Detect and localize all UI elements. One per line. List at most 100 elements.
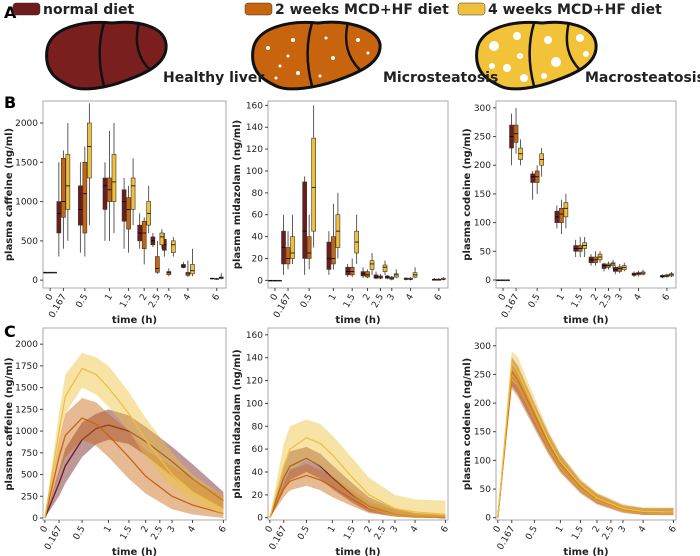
y-tick-label: 160 — [246, 331, 263, 341]
legend-label: 4 weeks MCD+HF diet — [488, 2, 662, 18]
y-axis-label: plasma midazolam (ng/ml) — [232, 120, 243, 269]
box — [326, 241, 332, 270]
y-tick-label: 2000 — [15, 340, 38, 350]
x-tick-label: 0.5 — [72, 525, 88, 542]
y-tick-label: 1000 — [15, 427, 38, 437]
box — [349, 266, 355, 276]
x-tick-label: 0 — [44, 292, 56, 302]
x-axis-label: time (h) — [112, 547, 157, 556]
y-tick-label: 250 — [474, 133, 491, 143]
y-tick-label: 60 — [252, 445, 264, 455]
y-tick-label: 20 — [252, 491, 264, 501]
x-tick-label: 6 — [433, 292, 445, 302]
x-tick-label: 4 — [409, 524, 421, 534]
y-axis-label: plasma caffeine (ng/ml) — [4, 357, 15, 490]
box — [331, 236, 336, 265]
y-tick-label: 2000 — [15, 119, 38, 129]
x-tick-label: 2 — [591, 525, 603, 535]
y-tick-label: 200 — [474, 399, 491, 409]
box — [159, 232, 165, 246]
y-tick-label: 100 — [474, 456, 491, 466]
x-tick-label: 3 — [614, 293, 626, 303]
y-tick-label: 0 — [485, 276, 491, 286]
x-axis-label: time (h) — [112, 315, 157, 326]
y-tick-label: 40 — [252, 233, 264, 243]
y-axis-label: plasma codeine (ng/ml) — [462, 358, 473, 490]
y-tick-label: 20 — [252, 254, 264, 264]
box — [61, 158, 66, 218]
band — [44, 398, 224, 519]
y-tick-label: 50 — [480, 247, 492, 257]
y-tick-label: 120 — [246, 377, 263, 387]
x-tick-label: 6 — [217, 524, 229, 534]
x-tick-label: 1.5 — [570, 293, 586, 310]
x-tick-label: 3 — [617, 525, 629, 535]
x-tick-label: 1.5 — [118, 293, 134, 310]
x-tick-label: 1 — [555, 293, 567, 303]
box — [111, 154, 117, 202]
y-tick-label: 0 — [257, 276, 263, 286]
y-tick-label: 150 — [474, 428, 491, 438]
box — [78, 185, 83, 226]
x-tick-label: 2.5 — [147, 293, 163, 310]
y-tick-label: 300 — [474, 104, 491, 114]
box — [393, 273, 399, 278]
x-tick-label: 2.5 — [598, 293, 614, 310]
box — [130, 177, 136, 210]
mean-line — [269, 474, 446, 519]
x-tick-label: 0.5 — [299, 293, 315, 310]
band — [269, 446, 446, 518]
y-tick-label: 1750 — [15, 362, 38, 372]
y-axis-label: plasma midazolam (ng/ml) — [232, 349, 243, 498]
y-tick-label: 40 — [252, 468, 264, 478]
box — [617, 266, 623, 272]
liver-label: Healthy liver — [163, 70, 264, 86]
mean-line — [269, 436, 446, 518]
y-tick-label: 160 — [246, 101, 263, 111]
x-tick-label: 3 — [389, 525, 401, 535]
box — [369, 260, 375, 270]
mean-line — [44, 424, 224, 519]
box — [155, 256, 160, 273]
box — [121, 189, 127, 222]
x-tick-label: 2 — [363, 525, 375, 535]
x-tick-label: 6 — [440, 524, 452, 534]
y-tick-label: 0 — [32, 276, 38, 286]
x-tick-label: 4 — [187, 524, 199, 534]
y-tick-label: 50 — [480, 485, 492, 495]
y-tick-label: 1500 — [15, 158, 38, 168]
x-tick-label: 6 — [668, 524, 680, 534]
plot-frame — [267, 327, 449, 521]
y-tick-label: 60 — [252, 211, 264, 221]
box — [302, 181, 307, 259]
box — [530, 173, 535, 183]
x-tick-label: 1 — [104, 293, 116, 303]
x-tick-label: 3 — [163, 293, 175, 303]
box — [306, 236, 312, 259]
box — [345, 266, 350, 276]
x-axis-label: time (h) — [563, 547, 608, 556]
x-tick-label: 1 — [554, 525, 566, 535]
x-tick-label: 1.5 — [119, 525, 135, 542]
x-tick-label: 1.5 — [342, 525, 358, 542]
y-axis-label: plasma caffeine (ng/ml) — [4, 128, 15, 261]
y-tick-label: 150 — [474, 190, 491, 200]
mean-line — [44, 417, 224, 519]
panel-label: C — [4, 322, 16, 341]
y-tick-label: 250 — [474, 370, 491, 380]
liver-label: Macrosteatosis — [585, 70, 700, 86]
x-tick-label: 0 — [497, 292, 509, 302]
y-tick-label: 100 — [474, 219, 491, 229]
mean-line — [497, 375, 674, 518]
x-tick-label: 0 — [39, 524, 51, 534]
y-tick-label: 1000 — [15, 198, 38, 208]
x-tick-label: 0.5 — [527, 293, 543, 310]
box — [365, 271, 370, 278]
mean-line — [497, 361, 674, 518]
y-tick-label: 140 — [246, 123, 263, 133]
liver-label: Microsteatosis — [383, 70, 498, 86]
x-axis-label: time (h) — [563, 315, 608, 326]
y-tick-label: 500 — [21, 237, 38, 247]
box — [82, 161, 88, 234]
